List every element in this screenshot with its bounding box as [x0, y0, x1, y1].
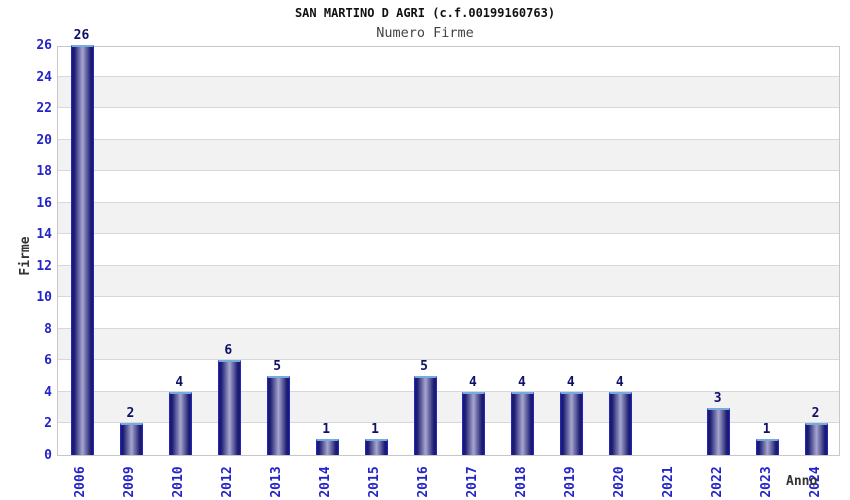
gridline	[58, 359, 839, 361]
bar	[266, 376, 290, 455]
chart-subtitle: Numero Firme	[376, 25, 474, 41]
y-tick-label: 16	[36, 195, 52, 211]
bar-value-label: 4	[615, 374, 624, 390]
bar	[707, 407, 731, 455]
bar-value-label: 1	[371, 422, 379, 438]
y-tick-label: 26	[36, 38, 52, 53]
bar	[462, 391, 486, 455]
chart-title: SAN MARTINO D AGRI (c.f.00199160763)	[294, 6, 556, 20]
bar	[756, 439, 780, 455]
bar-value-label: 1	[322, 422, 331, 438]
bar	[413, 376, 437, 455]
bar	[364, 439, 388, 455]
gridline	[58, 264, 839, 266]
bar-value-label: 2	[811, 406, 820, 422]
x-tick-label: 2021	[660, 466, 676, 498]
bar-value-label: 1	[762, 422, 771, 438]
bar-value-label: 4	[469, 374, 477, 390]
bar	[805, 423, 829, 455]
gridline	[58, 107, 839, 109]
y-tick-label: 14	[36, 227, 52, 243]
gridline	[58, 170, 839, 172]
bar-value-label: 6	[224, 343, 233, 359]
x-tick-label: 2013	[269, 466, 285, 498]
x-tick-label: 2018	[513, 466, 529, 498]
x-tick-label: 2019	[562, 466, 578, 498]
y-tick-label: 18	[36, 164, 52, 180]
x-tick-label: 2010	[171, 466, 187, 498]
gridline	[58, 75, 839, 77]
x-tick-label: 2016	[416, 466, 432, 498]
bar-value-label: 3	[713, 390, 722, 406]
gridline	[58, 422, 839, 424]
grid-band	[58, 328, 839, 361]
bar	[119, 423, 143, 455]
x-tick-label: 2022	[709, 466, 725, 498]
bar-value-label: 4	[175, 374, 184, 390]
x-tick-label: 2014	[318, 466, 334, 498]
bar	[511, 391, 535, 455]
gridline	[58, 390, 839, 392]
y-tick-label: 10	[36, 290, 52, 306]
gridline	[58, 296, 839, 298]
y-tick-label: 12	[36, 258, 52, 274]
x-tick-label: 2017	[464, 466, 480, 498]
x-axis-label: Anno	[786, 474, 818, 489]
grid-band	[58, 139, 839, 172]
y-tick-label: 4	[44, 384, 52, 400]
x-tick-label: 2023	[758, 466, 774, 498]
gridline	[58, 327, 839, 329]
x-tick-label: 2020	[611, 466, 627, 498]
y-tick-label: 8	[44, 321, 52, 337]
bar	[168, 391, 192, 455]
plot-area	[57, 45, 840, 456]
bar	[315, 439, 339, 455]
bar-value-label: 4	[566, 374, 575, 390]
grid-band	[58, 202, 839, 235]
x-tick-label: 2015	[367, 466, 383, 498]
gridline	[58, 201, 839, 203]
bar	[609, 391, 633, 455]
bar-value-label: 5	[273, 359, 282, 375]
grid-band	[58, 76, 839, 109]
bar	[217, 360, 241, 455]
bar-value-label: 26	[73, 28, 90, 43]
bar-value-label: 5	[420, 359, 428, 375]
y-tick-label: 24	[36, 69, 52, 85]
y-tick-label: 2	[44, 416, 52, 432]
x-tick-label: 2006	[73, 466, 89, 498]
grid-band	[58, 265, 839, 298]
x-tick-label: 2012	[220, 466, 236, 498]
y-tick-label: 0	[44, 448, 52, 463]
y-tick-label: 20	[36, 132, 52, 148]
bar-value-label: 2	[126, 406, 135, 422]
y-tick-label: 22	[36, 101, 52, 117]
bar	[70, 45, 94, 455]
bar	[560, 391, 584, 455]
y-tick-label: 6	[44, 353, 52, 369]
x-tick-label: 2009	[122, 466, 138, 498]
gridline	[58, 233, 839, 235]
bar-value-label: 4	[517, 374, 526, 390]
gridline	[58, 138, 839, 140]
